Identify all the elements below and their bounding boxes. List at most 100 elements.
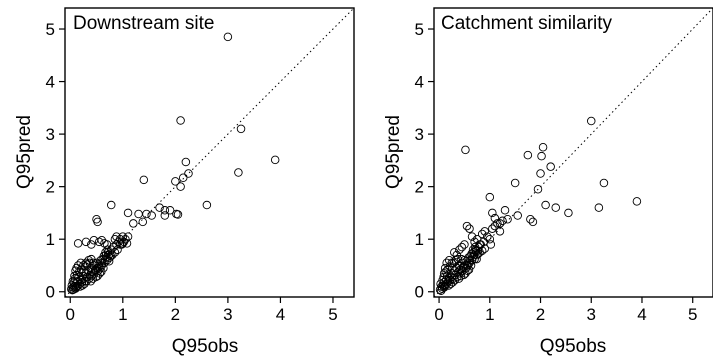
- data-point: [160, 206, 170, 215]
- data-points: [67, 32, 280, 295]
- data-point: [486, 240, 496, 249]
- data-point: [95, 263, 105, 273]
- data-point: [450, 248, 459, 257]
- x-tick-label: 5: [328, 305, 337, 324]
- data-point: [139, 175, 149, 185]
- x-tick-label: 4: [637, 305, 646, 324]
- data-point: [79, 274, 88, 283]
- data-point: [104, 250, 113, 260]
- data-point: [94, 237, 104, 247]
- data-point: [485, 192, 495, 202]
- data-point: [488, 208, 497, 218]
- x-tick-label: 4: [276, 305, 285, 324]
- data-point: [472, 250, 482, 260]
- data-point: [526, 214, 535, 224]
- data-point: [84, 274, 94, 283]
- data-point: [106, 200, 116, 210]
- data-point: [495, 219, 505, 228]
- x-axis-label: Q95obs: [172, 336, 239, 357]
- data-point: [533, 185, 543, 194]
- data-point: [97, 236, 107, 245]
- data-point: [450, 275, 460, 285]
- data-point: [537, 151, 546, 161]
- data-point: [110, 234, 120, 244]
- y-tick-label: 1: [415, 230, 424, 249]
- y-tick-label: 4: [46, 73, 55, 92]
- data-point: [587, 116, 596, 126]
- data-point: [536, 169, 545, 178]
- data-point: [551, 203, 560, 212]
- data-point: [85, 258, 94, 268]
- data-point: [448, 278, 458, 287]
- data-point: [513, 211, 522, 220]
- data-point: [142, 209, 151, 219]
- x-tick-label: 0: [434, 305, 443, 324]
- data-point: [134, 209, 143, 219]
- y-axis-label: Q95pred: [383, 115, 404, 189]
- data-point: [523, 150, 533, 160]
- data-point: [500, 206, 510, 215]
- data-point: [488, 224, 497, 233]
- data-point: [452, 250, 462, 260]
- panel-title: Downstream site: [73, 13, 215, 34]
- axis-ticks: 0 1 2 3 4 5 0 1 2 3 4 5: [46, 20, 338, 324]
- data-point: [138, 217, 148, 227]
- plot-frame: [64, 7, 355, 298]
- data-point: [441, 267, 450, 277]
- data-point: [564, 208, 573, 218]
- data-point: [202, 200, 212, 210]
- data-point: [129, 219, 138, 228]
- data-point: [223, 32, 233, 42]
- x-tick-label: 0: [66, 305, 75, 324]
- data-point: [455, 245, 464, 254]
- data-point: [473, 246, 482, 256]
- data-point: [439, 272, 448, 282]
- data-point: [462, 257, 471, 266]
- data-point: [599, 178, 609, 188]
- data-point: [147, 211, 156, 220]
- x-tick-label: 3: [223, 305, 232, 324]
- data-point: [236, 124, 246, 134]
- data-point: [480, 227, 489, 236]
- data-point: [475, 240, 484, 249]
- data-point: [87, 240, 96, 249]
- data-point: [173, 210, 183, 219]
- data-point: [444, 255, 454, 265]
- y-tick-label: 2: [415, 178, 424, 197]
- y-tick-label: 5: [415, 20, 424, 39]
- data-point: [465, 224, 474, 233]
- data-point: [460, 240, 469, 249]
- data-point: [477, 229, 487, 239]
- data-point: [462, 221, 472, 231]
- data-point: [546, 162, 555, 171]
- data-point: [541, 200, 550, 210]
- data-point: [463, 261, 473, 270]
- data-point: [464, 265, 474, 274]
- data-point: [155, 203, 164, 212]
- data-point: [528, 217, 538, 227]
- data-point: [483, 232, 492, 241]
- data-point: [473, 249, 483, 259]
- data-point: [69, 278, 79, 287]
- y-tick-label: 2: [46, 178, 55, 197]
- panel-catchment-similarity: Catchment similarity Q95obs Q95pred 0 1 2 3…: [383, 7, 713, 357]
- data-point: [121, 234, 130, 244]
- x-tick-label: 5: [688, 305, 697, 324]
- y-tick-label: 0: [415, 283, 424, 302]
- data-point: [448, 263, 457, 273]
- data-point: [510, 178, 520, 188]
- y-tick-label: 3: [46, 125, 55, 144]
- panel-downstream-site: Downstream site Q95obs Q95pred 0 1 2 3 4 5 0 1 2…: [14, 7, 355, 357]
- data-point: [93, 217, 102, 227]
- data-point: [71, 283, 81, 292]
- data-point: [440, 282, 449, 291]
- panel-title: Catchment similarity: [441, 13, 613, 34]
- data-point: [451, 255, 461, 265]
- data-point: [79, 267, 89, 277]
- data-point: [472, 254, 481, 264]
- data-point: [270, 155, 280, 165]
- data-point: [118, 239, 128, 248]
- data-point: [83, 260, 92, 269]
- y-tick-label: 0: [46, 283, 55, 302]
- data-point: [184, 169, 193, 178]
